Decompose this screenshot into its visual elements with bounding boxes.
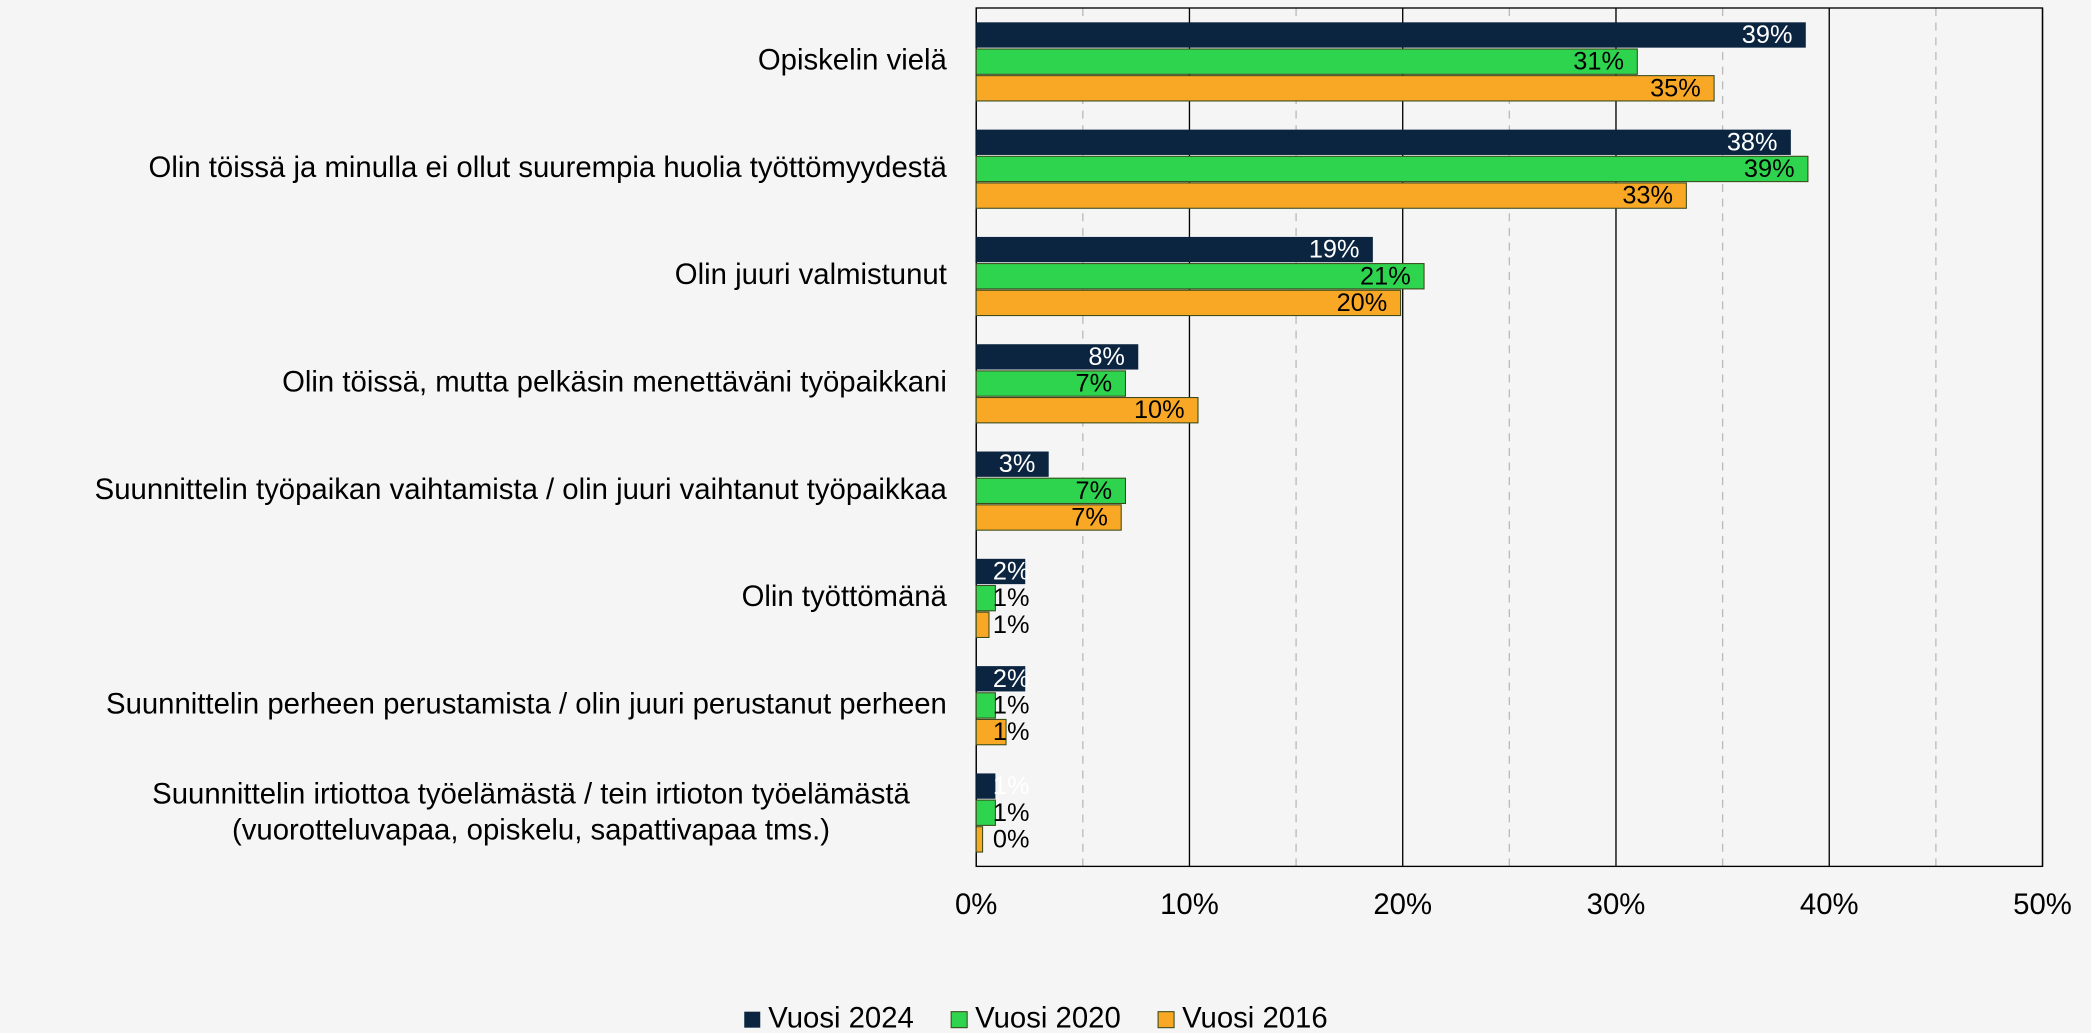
bar [976,773,996,799]
bar [975,182,1687,209]
data-label: 2% [993,665,1030,693]
plot-border [975,7,2044,868]
x-tick-label: 40% [1800,888,1859,921]
legend-swatch [744,1011,761,1028]
bar [976,558,1026,585]
bar [975,799,996,826]
category-label: Olin töissä ja minulla ei ollut suurempi… [149,151,948,184]
x-tick-label: 30% [1587,888,1646,921]
data-label: 1% [993,718,1030,746]
legend-swatch [1157,1011,1175,1029]
data-label: 31% [1573,48,1624,76]
data-label: 1% [993,772,1030,800]
bar [975,155,1809,183]
bar [975,289,1402,317]
data-label: 1% [993,799,1030,827]
bar [975,718,1007,746]
bar [975,48,1638,75]
x-tick-label: 0% [955,888,997,921]
data-label: 19% [1309,236,1360,264]
data-label: 7% [1071,504,1108,532]
bar [975,397,1199,424]
data-label: 39% [1742,21,1793,49]
data-label: 21% [1360,262,1411,290]
data-label: 33% [1622,182,1673,210]
x-tick-label: 50% [2013,888,2072,921]
data-label: 38% [1727,128,1778,156]
data-label: 8% [1088,343,1125,371]
data-label: 7% [1076,477,1113,505]
data-label: 1% [993,691,1030,719]
bar [976,451,1049,477]
category-label: Olin töissä, mutta pelkäsin menettäväni … [282,365,947,398]
bar [976,344,1139,370]
legend-label: Vuosi 2016 [1182,1001,1328,1033]
category-label: Opiskelin vielä [758,43,948,76]
data-label: 3% [999,450,1036,478]
data-label: 2% [993,558,1030,586]
data-label: 7% [1076,370,1113,398]
bar [975,692,996,719]
bar [976,666,1026,692]
bar [976,22,1806,48]
bar [975,826,984,853]
category-label: Suunnittelin irtiottoa työelämästä / tei… [152,777,910,846]
category-label: Suunnittelin perheen perustamista / olin… [106,687,947,720]
bar [976,236,1373,263]
bar [975,611,990,638]
data-label: 0% [993,825,1030,853]
bar [975,477,1127,505]
legend-swatch [950,1011,968,1029]
x-tick-label: 20% [1373,888,1432,921]
legend-label: Vuosi 2024 [768,1001,914,1033]
bar [975,75,1715,102]
bar [975,370,1127,397]
legend-label: Vuosi 2020 [975,1001,1121,1033]
data-label: 39% [1744,155,1795,183]
data-label: 1% [993,584,1030,612]
category-label: Olin juuri valmistunut [675,258,947,291]
data-label: 10% [1134,396,1185,424]
bar [975,504,1122,531]
data-label: 1% [993,611,1030,639]
data-label: 20% [1337,289,1388,317]
x-tick-label: 10% [1160,888,1219,921]
data-label: 35% [1650,74,1701,102]
bar [976,129,1791,155]
category-label: Olin työttömänä [742,580,948,613]
bar [975,584,996,612]
bar [975,263,1425,290]
category-label: Suunnittelin työpaikan vaihtamista / oli… [95,473,948,506]
